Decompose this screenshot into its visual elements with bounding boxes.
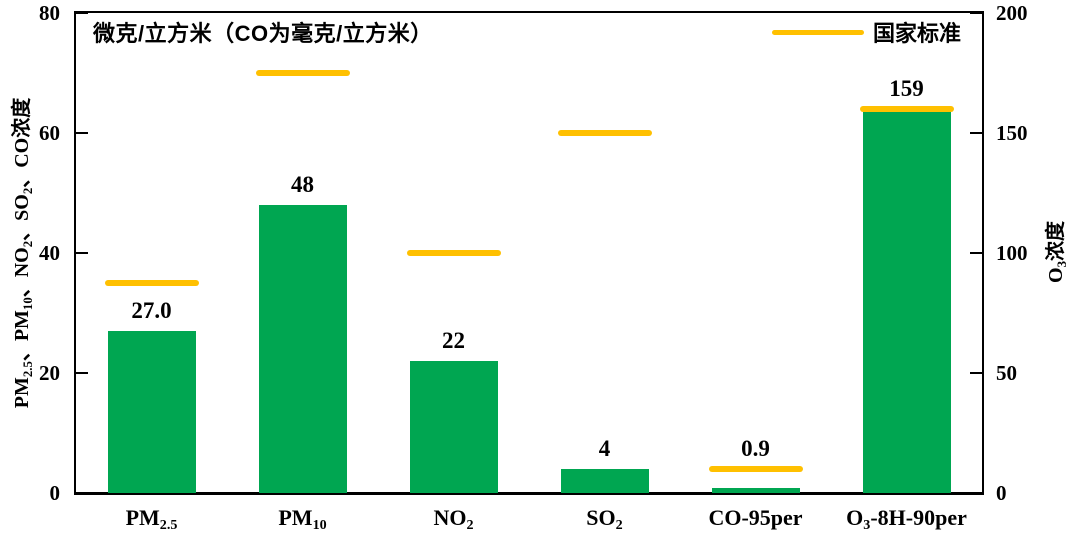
bar-CO-95per (711, 487, 800, 493)
subscript-text: 10 (20, 297, 35, 311)
y-axis-right-tick-50 (970, 372, 982, 374)
standard-line-PM10 (255, 70, 350, 76)
value-label-O3-8H-90per: 159 (889, 76, 924, 101)
legend-standard-line-swatch (772, 29, 864, 35)
label-text: 、CO浓度 (11, 97, 33, 188)
label-text: -8H-90per (870, 505, 967, 530)
y-axis-right-tick-0 (970, 492, 982, 494)
value-label-NO2: 22 (442, 328, 465, 353)
bar-O3-8H-90per (862, 111, 951, 493)
subscript-text: 2.5 (159, 516, 178, 533)
value-label-CO-95per: 0.9 (741, 436, 770, 461)
label-text: PM (278, 505, 313, 530)
label-text: NO (433, 505, 467, 530)
label-text: PM (125, 505, 160, 530)
legend-standard-label: 国家标准 (873, 21, 962, 46)
label-text: 浓度 (1045, 221, 1067, 262)
value-label-SO2: 4 (598, 436, 611, 461)
y-tick-left-label-40: 40 (39, 241, 60, 265)
left-axis-title: PM2.5、PM10、NO2、SO2、CO浓度 (8, 23, 36, 483)
label-text: CO-95per (708, 505, 803, 530)
y-tick-right-label-50: 50 (996, 361, 1017, 385)
bar-SO2 (560, 469, 649, 493)
label-text: O (1045, 267, 1067, 283)
y-tick-left-label-0: 0 (49, 481, 61, 505)
standard-line-CO-95per (708, 466, 803, 472)
label-text: O (846, 505, 864, 530)
y-axis-right-tick-200 (970, 12, 982, 14)
x-tick-label-O3-8H-90per: O3-8H-90per (812, 505, 1002, 533)
value-label-PM10: 48 (291, 172, 314, 197)
y-axis-left-tick-40 (76, 252, 88, 254)
label-text: 、SO (11, 194, 33, 241)
standard-line-SO2 (557, 130, 652, 136)
subscript-text: 3 (863, 516, 871, 533)
subscript-text: 2 (615, 516, 623, 533)
y-tick-left-label-20: 20 (39, 361, 60, 385)
x-tick-label-SO2: SO2 (510, 505, 700, 533)
label-text: 、PM (11, 310, 33, 362)
standard-line-PM2.5 (104, 280, 199, 286)
legend: 国家标准 (772, 18, 961, 46)
bar-PM2.5 (107, 331, 196, 493)
y-tick-right-label-200: 200 (996, 1, 1028, 25)
standard-line-O3-8H-90per (859, 106, 954, 112)
x-tick-label-CO-95per: CO-95per (661, 505, 851, 531)
bar-PM10 (258, 205, 347, 493)
y-tick-left-label-60: 60 (39, 121, 60, 145)
value-label-PM2.5: 27.0 (131, 298, 172, 323)
right-axis-title: O3浓度 (1042, 190, 1070, 314)
y-tick-left-label-80: 80 (39, 1, 60, 25)
y-tick-right-label-150: 150 (996, 121, 1028, 145)
label-text: SO (586, 505, 616, 530)
plot-area (74, 11, 984, 495)
subscript-text: 3 (1054, 261, 1069, 268)
x-tick-label-PM2.5: PM2.5 (57, 505, 247, 533)
standard-line-NO2 (406, 250, 501, 256)
unit-note-label: 微克/立方米（CO为毫克/立方米） (93, 21, 433, 46)
y-axis-right-tick-100 (970, 252, 982, 254)
y-axis-left-tick-60 (76, 132, 88, 134)
x-tick-label-NO2: NO2 (359, 505, 549, 533)
label-text: PM (11, 377, 33, 409)
subscript-text: 2 (20, 187, 35, 195)
subscript-text: 2.5 (20, 361, 35, 378)
y-tick-right-label-100: 100 (996, 241, 1028, 265)
label-text: 、NO (11, 247, 33, 298)
subscript-text: 2 (466, 516, 474, 533)
y-tick-right-label-0: 0 (996, 481, 1007, 505)
y-axis-right-tick-150 (970, 132, 982, 134)
y-axis-left-tick-80 (76, 12, 88, 14)
subscript-text: 2 (20, 240, 35, 248)
subscript-text: 10 (312, 516, 327, 533)
bar-NO2 (409, 361, 498, 493)
y-axis-left-tick-20 (76, 372, 88, 374)
y-axis-left-tick-0 (76, 492, 88, 494)
x-tick-label-PM10: PM10 (208, 505, 398, 533)
